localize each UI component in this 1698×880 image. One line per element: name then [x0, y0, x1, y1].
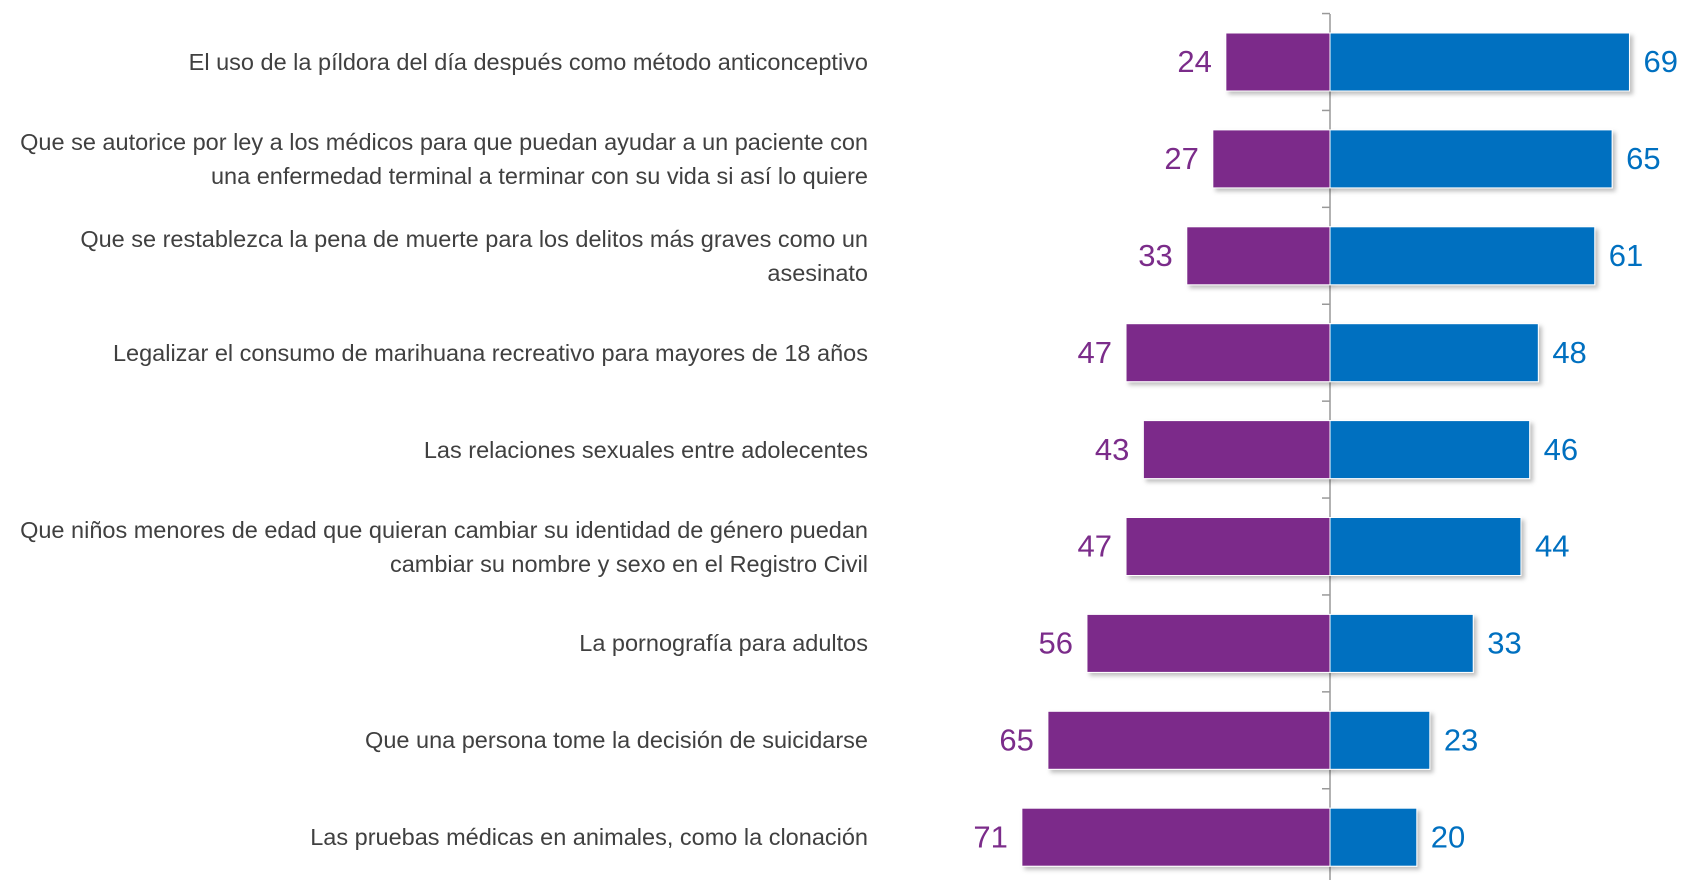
bar [1186, 226, 1331, 286]
value-label: 65 [999, 722, 1033, 757]
value-label: 33 [1138, 238, 1172, 273]
bar [1142, 420, 1331, 480]
category-label: Que se autorice por ley a los médicos pa… [20, 128, 868, 189]
bar [1125, 323, 1331, 383]
category-label: Que una persona tome la decisión de suic… [365, 727, 868, 754]
category-label: Las relaciones sexuales entre adolecente… [423, 436, 868, 463]
value-label: 47 [1078, 529, 1112, 564]
bar [1329, 807, 1418, 867]
bar [1225, 32, 1331, 92]
bar [1329, 32, 1630, 92]
bar [1086, 613, 1331, 673]
bar [1329, 420, 1531, 480]
bar [1021, 807, 1331, 867]
value-label: 71 [973, 819, 1007, 854]
value-label: 47 [1078, 335, 1112, 370]
category-label: Legalizar el consumo de marihuana recrea… [112, 339, 868, 366]
bar [1329, 613, 1474, 673]
value-label: 48 [1552, 335, 1586, 370]
category-label: Las pruebas médicas en animales, como la… [310, 824, 868, 851]
value-label: 46 [1544, 432, 1578, 467]
value-label: 23 [1444, 722, 1478, 757]
bar [1329, 710, 1431, 770]
bar [1212, 129, 1331, 189]
bar [1329, 517, 1522, 576]
value-label: 56 [1038, 626, 1072, 661]
value-label: 65 [1626, 141, 1660, 176]
category-label: El uso de la píldora del día después com… [188, 49, 868, 75]
value-label: 27 [1164, 141, 1198, 176]
bar [1329, 323, 1539, 383]
value-label: 24 [1177, 44, 1211, 79]
category-label: La pornografía para adultos [579, 630, 868, 657]
category-label: Que niños menores de edad que quieran ca… [20, 516, 868, 577]
value-label: 43 [1095, 432, 1129, 467]
bar [1125, 517, 1331, 576]
category-label: Que se restablezca la pena de muerte par… [80, 225, 868, 286]
value-label: 61 [1609, 238, 1643, 273]
value-label: 44 [1535, 529, 1569, 564]
value-label: 33 [1487, 626, 1521, 661]
bar [1047, 710, 1331, 770]
bar [1329, 226, 1596, 286]
value-label: 69 [1643, 44, 1677, 79]
bar [1329, 129, 1613, 189]
value-label: 20 [1431, 819, 1465, 854]
